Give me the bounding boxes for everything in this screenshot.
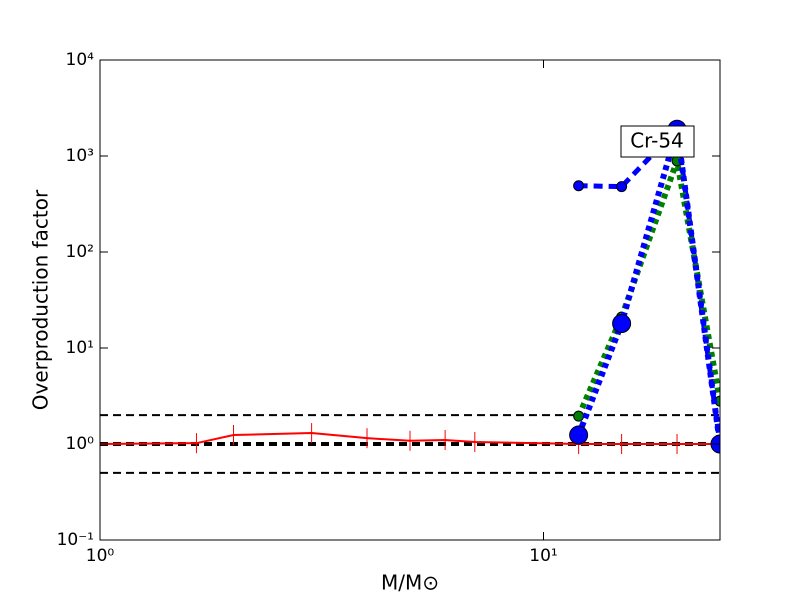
annotation-box	[620, 125, 695, 158]
y-axis-label: Overproduction factor	[29, 189, 53, 410]
annotation: Cr-54	[630, 129, 684, 153]
plot-frame	[99, 59, 721, 541]
marker	[569, 425, 589, 445]
series-line	[575, 149, 720, 418]
y-tick-label: 10²	[66, 242, 94, 262]
x-tick-label: 10¹	[529, 546, 557, 566]
series-line	[575, 128, 720, 445]
y-tick-label: 10³	[66, 146, 94, 166]
x-tick-label: 10⁰	[86, 546, 115, 566]
y-tick-label: 10⁰	[66, 434, 95, 454]
y-tick-label: 10¹	[66, 338, 94, 358]
y-tick-label: 10⁴	[66, 50, 95, 70]
series-line	[100, 432, 720, 445]
marker	[573, 180, 585, 192]
y-tick-label: 10⁻¹	[57, 530, 94, 550]
marker	[612, 313, 632, 333]
marker	[616, 181, 628, 193]
series-line	[578, 123, 720, 445]
x-axis-label: M/M⊙	[381, 571, 439, 595]
marker	[573, 410, 585, 422]
